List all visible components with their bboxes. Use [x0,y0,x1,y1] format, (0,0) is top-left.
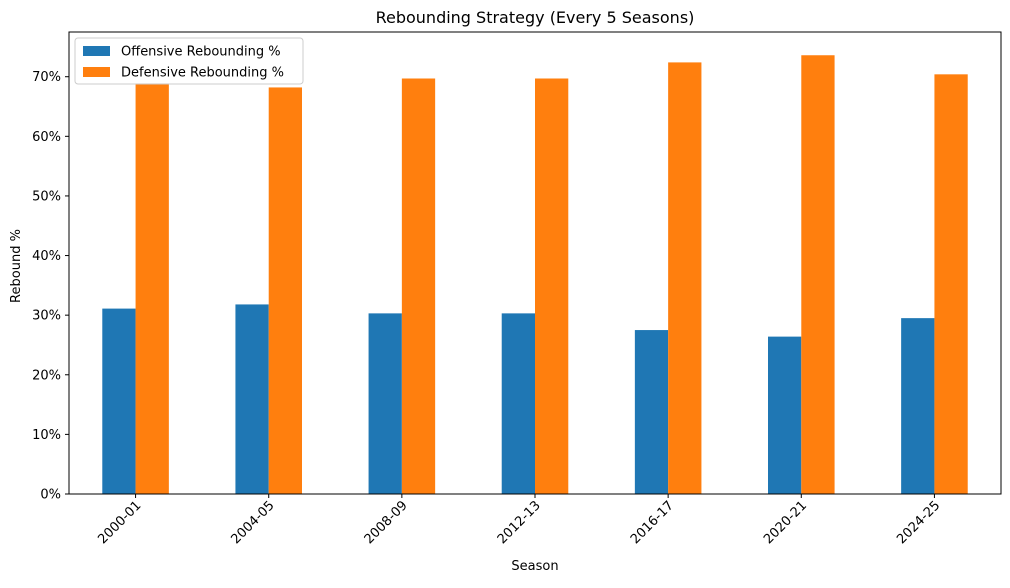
legend-label: Defensive Rebounding % [121,66,284,81]
y-tick-label: 0% [40,488,61,503]
offensive-bar-2008-09 [368,313,402,494]
offensive-bar-2004-05 [235,304,269,494]
x-tick-label: 2008-09 [362,498,411,547]
x-tick-label: 2024-25 [894,498,943,547]
legend-swatch [83,46,110,56]
x-tick-label: 2016-17 [628,498,677,547]
y-tick-label: 40% [32,249,61,264]
bars-layer [102,55,968,495]
offensive-bar-2016-17 [634,330,669,494]
offensive-bar-2012-13 [501,313,535,494]
x-axis-label: Season [511,559,558,574]
y-tick-label: 50% [32,189,61,204]
y-tick-label: 30% [32,309,61,324]
legend-label: Offensive Rebounding % [121,45,281,60]
defensive-bar-2016-17 [668,62,702,495]
defensive-bar-2024-25 [934,74,968,494]
defensive-bar-2020-21 [801,55,835,494]
legend: Offensive Rebounding % Defensive Reboundi… [74,37,304,85]
x-tick-label: 2000-01 [95,498,144,547]
chart-title: Rebounding Strategy (Every 5 Seasons) [376,8,695,27]
y-axis-label: Rebound % [9,229,24,303]
y-tick-label: 20% [32,368,61,383]
defensive-bar-2012-13 [535,78,569,494]
offensive-bar-2020-21 [768,336,802,494]
x-tick-label: 2012-13 [495,498,544,547]
legend-swatch [83,67,110,77]
offensive-bar-2000-01 [102,308,136,494]
defensive-bar-2008-09 [401,78,436,494]
defensive-bar-2004-05 [268,87,302,494]
legend-box [74,37,304,85]
offensive-bar-2024-25 [901,318,935,494]
defensive-bar-2000-01 [135,83,169,495]
x-tick-label: 2020-21 [761,498,810,547]
y-tick-label: 60% [32,130,61,145]
y-tick-label: 70% [32,70,61,85]
x-tick-label: 2004-05 [229,498,278,547]
y-tick-label: 10% [32,428,61,443]
